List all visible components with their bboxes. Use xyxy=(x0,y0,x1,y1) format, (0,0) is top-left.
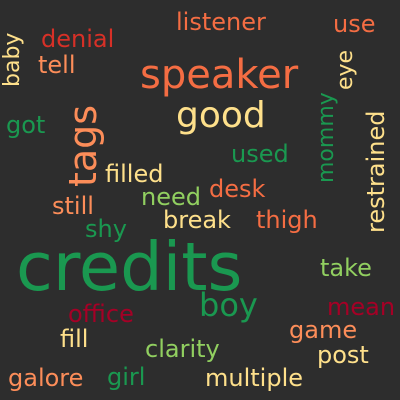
word-need: need xyxy=(141,183,201,211)
word-got: got xyxy=(6,111,46,139)
word-restrained: restrained xyxy=(362,110,390,233)
word-use: use xyxy=(333,10,376,38)
word-used: used xyxy=(231,140,289,168)
word-filled: filled xyxy=(105,160,164,188)
word-break: break xyxy=(163,206,231,234)
word-good: good xyxy=(176,95,266,136)
word-take: take xyxy=(320,254,372,282)
word-clarity: clarity xyxy=(145,335,220,363)
word-tags: tags xyxy=(61,104,105,187)
word-eye: eye xyxy=(333,49,358,90)
word-desk: desk xyxy=(209,175,266,203)
word-denial: denial xyxy=(41,25,115,53)
word-multiple: multiple xyxy=(205,364,304,392)
word-game: game xyxy=(289,316,358,344)
word-mean: mean xyxy=(327,293,396,321)
word-shy: shy xyxy=(85,215,127,243)
word-boy: boy xyxy=(199,286,258,324)
word-girl: girl xyxy=(107,363,146,391)
word-listener: listener xyxy=(176,8,266,36)
word-baby: baby xyxy=(0,32,25,87)
word-thigh: thigh xyxy=(256,206,318,234)
word-tell: tell xyxy=(38,51,76,79)
word-office: office xyxy=(68,300,134,328)
word-still: still xyxy=(52,192,94,220)
word-mommy: mommy xyxy=(314,92,339,183)
word-fill: fill xyxy=(60,325,89,353)
word-post: post xyxy=(317,341,369,369)
word-speaker: speaker xyxy=(140,52,299,98)
word-galore: galore xyxy=(8,364,84,392)
word-credits: credits xyxy=(16,228,243,306)
